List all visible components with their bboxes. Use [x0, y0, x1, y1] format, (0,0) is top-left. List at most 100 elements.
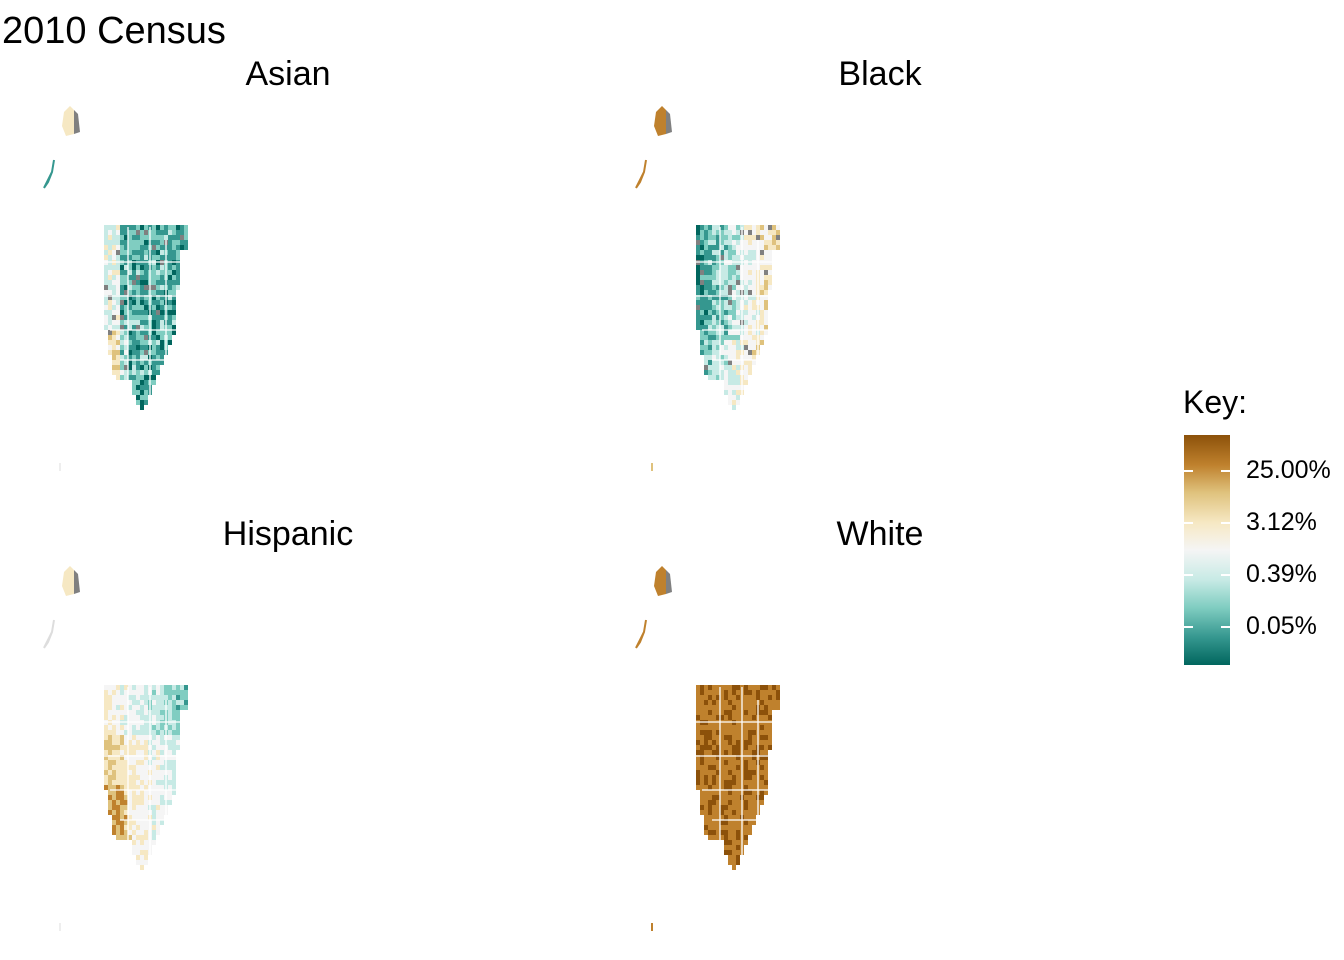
county-cell	[732, 690, 736, 695]
county-cell	[124, 240, 128, 245]
county-cell	[768, 685, 772, 690]
county-cell	[736, 385, 740, 390]
county-cell	[736, 795, 740, 800]
county-cell	[772, 700, 776, 705]
county-cell	[160, 275, 164, 280]
county-cell	[732, 400, 736, 405]
county-cell	[116, 790, 120, 795]
county-cell	[712, 350, 716, 355]
county-cell	[760, 325, 764, 330]
county-cell	[144, 840, 148, 845]
county-cell	[172, 700, 176, 705]
county-cell	[168, 705, 172, 710]
county-cell	[136, 335, 140, 340]
county-cell	[168, 315, 172, 320]
county-cell	[120, 275, 124, 280]
county-cell	[116, 695, 120, 700]
county-cell	[116, 305, 120, 310]
county-cell	[184, 245, 188, 250]
county-cell	[764, 780, 768, 785]
county-cell	[712, 325, 716, 330]
county-cell	[128, 350, 132, 355]
county-cell	[112, 745, 116, 750]
county-cell	[728, 225, 732, 230]
county-cell	[724, 685, 728, 690]
county-cell	[764, 310, 768, 315]
county-cell	[696, 285, 700, 290]
county-cell	[724, 295, 728, 300]
county-cell	[736, 685, 740, 690]
map-hispanic	[43, 566, 188, 931]
county-cell	[772, 690, 776, 695]
county-cell	[112, 370, 116, 375]
county-cell	[716, 730, 720, 735]
county-cell	[168, 305, 172, 310]
county-cell	[132, 255, 136, 260]
county-cell	[708, 745, 712, 750]
county-cell	[724, 275, 728, 280]
county-cell	[716, 265, 720, 270]
county-cell	[696, 685, 700, 690]
county-cell	[704, 340, 708, 345]
county-cell	[104, 745, 108, 750]
county-cell	[696, 290, 700, 295]
county-cell	[708, 780, 712, 785]
county-cell	[720, 785, 724, 790]
county-cell	[176, 695, 180, 700]
county-cell	[156, 245, 160, 250]
county-cell	[696, 740, 700, 745]
county-cell	[104, 775, 108, 780]
county-cell	[720, 345, 724, 350]
county-cell	[136, 400, 140, 405]
county-cell	[112, 225, 116, 230]
county-cell	[704, 755, 708, 760]
county-cell	[156, 815, 160, 820]
county-cell	[708, 790, 712, 795]
county-cell	[140, 240, 144, 245]
county-cell	[144, 790, 148, 795]
county-cell	[128, 805, 132, 810]
county-cell	[168, 280, 172, 285]
county-cell	[176, 240, 180, 245]
county-cell	[720, 280, 724, 285]
county-cell	[112, 300, 116, 305]
county-cell	[168, 760, 172, 765]
county-cell	[728, 730, 732, 735]
county-cell	[144, 725, 148, 730]
county-cell	[732, 275, 736, 280]
county-cell	[168, 800, 172, 805]
county-cell	[768, 730, 772, 735]
county-cell	[728, 780, 732, 785]
county-cell	[116, 775, 120, 780]
county-cell	[712, 315, 716, 320]
county-cell	[128, 770, 132, 775]
county-cell	[696, 785, 700, 790]
county-cell	[160, 815, 164, 820]
county-cell	[144, 265, 148, 270]
county-cell	[752, 310, 756, 315]
county-cell	[160, 325, 164, 330]
county-cell	[120, 310, 124, 315]
county-cell	[168, 755, 172, 760]
county-cell	[696, 770, 700, 775]
legend-label: 3.12%	[1246, 508, 1317, 536]
county-cell	[700, 325, 704, 330]
county-cell	[732, 795, 736, 800]
county-cell	[752, 270, 756, 275]
county-cell	[736, 300, 740, 305]
county-cell	[732, 320, 736, 325]
county-cell	[716, 370, 720, 375]
county-cell	[172, 745, 176, 750]
county-cell	[748, 715, 752, 720]
county-cell	[744, 245, 748, 250]
county-cell	[124, 235, 128, 240]
county-cell	[176, 250, 180, 255]
county-cell	[152, 290, 156, 295]
alaska-region	[62, 106, 74, 136]
county-cell	[744, 235, 748, 240]
county-cell	[116, 265, 120, 270]
county-cell	[720, 795, 724, 800]
county-cell	[708, 335, 712, 340]
county-cell	[732, 700, 736, 705]
county-cell	[720, 690, 724, 695]
